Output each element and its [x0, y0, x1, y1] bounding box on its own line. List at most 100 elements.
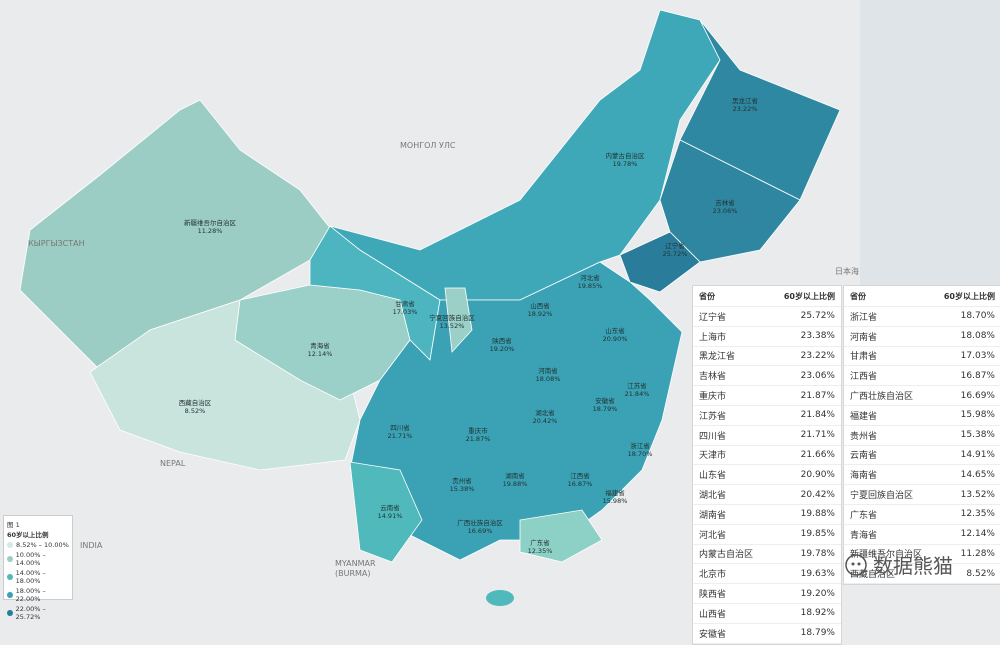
legend-swatch [7, 574, 13, 580]
table-row: 吉林省 23.06% [693, 366, 841, 387]
basemap-label: МОНГОЛ УЛС [400, 141, 456, 150]
table-cell: 23.22% [800, 350, 835, 361]
liaoning [619, 231, 701, 293]
basemap-label: INDIA [80, 541, 103, 550]
table-cell: 13.52% [960, 489, 995, 500]
legend-label: 18.00% – 22.00% [15, 587, 46, 603]
tibet [89, 299, 361, 471]
province-value: 12.35% [528, 547, 553, 555]
table-cell: 陕西省 [699, 590, 727, 601]
table-cell: 25.72% [800, 311, 835, 322]
table-cell: 青海省 [850, 530, 878, 541]
legend-label: 10.00% – 14.00% [15, 551, 46, 567]
table-cell: 20.90% [800, 469, 835, 480]
province-value: 16.87% [568, 480, 593, 488]
table-cell: 天津市 [699, 451, 727, 462]
province-name: 西藏自治区 [179, 398, 212, 407]
province-name: 黑龙江省 [732, 96, 759, 105]
jilin [659, 139, 801, 263]
table-cell: 西藏自治区 [850, 570, 896, 581]
table-cell: 甘肃省 [850, 352, 878, 363]
table-cell: 21.71% [800, 430, 835, 441]
table-cell: 四川省 [699, 431, 727, 442]
yunnan [349, 461, 423, 563]
province-name: 湖北省 [535, 408, 555, 417]
province-name: 广西壮族自治区 [457, 518, 503, 527]
guangdong [519, 509, 603, 563]
table-row: 青海省 12.14% [844, 525, 1000, 545]
table-cell: 辽宁省 [699, 312, 727, 323]
table-cell: 17.03% [960, 350, 995, 361]
table-row: 河北省 19.85% [693, 525, 841, 545]
table-cell: 18.79% [800, 628, 835, 639]
province-value: 20.42% [533, 417, 558, 425]
table-row: 内蒙古自治区 19.78% [693, 545, 841, 565]
province-value: 18.79% [593, 405, 618, 413]
table-cell: 湖南省 [699, 510, 727, 521]
legend-label: 22.00% – 25.72% [15, 605, 46, 621]
table-row: 海南省 14.65% [844, 465, 1000, 486]
table-cell: 14.91% [960, 449, 995, 460]
province-name: 重庆市 [468, 426, 488, 435]
table-cell: 18.08% [960, 331, 995, 342]
legend-subtitle: 60岁以上比例 [7, 531, 49, 539]
province-value: 23.22% [733, 105, 758, 113]
legend: 图 1 60岁以上比例 8.52% – 10.00% 10.00% – 14.00… [3, 515, 73, 621]
table-cell: 广西壮族自治区 [850, 392, 914, 403]
table-cell: 21.84% [800, 410, 835, 421]
table-row: 安徽省 18.79% [693, 624, 841, 644]
table-cell: 河北省 [699, 530, 727, 541]
province-value: 17.03% [393, 308, 418, 316]
table-cell: 湖北省 [699, 491, 727, 502]
province-value: 11.28% [198, 227, 223, 235]
province-value: 19.88% [503, 480, 528, 488]
table-row: 天津市 21.66% [693, 446, 841, 466]
legend-swatch [7, 592, 13, 598]
basemap-label: (BURMA) [335, 569, 371, 578]
province-name: 江苏省 [627, 381, 647, 390]
table-left: 省份 60岁以上比例 辽宁省 25.72% 上海市 23.38% 黑龙江省 23.22% 吉林省… [692, 285, 842, 645]
table-cell: 山东省 [699, 471, 727, 482]
table-cell: 内蒙古自治区 [699, 550, 754, 561]
table-cell: 16.69% [960, 390, 995, 401]
province-value: 18.70% [628, 450, 653, 458]
province-name: 云南省 [380, 503, 400, 512]
table-cell: 18.92% [800, 608, 835, 619]
header-cell: 省份 [699, 291, 715, 301]
province-name: 江西省 [570, 471, 590, 480]
province-value: 23.06% [713, 207, 738, 215]
legend-item: 8.52% – 10.00% [7, 541, 69, 549]
table-cell: 河南省 [850, 332, 878, 343]
table-row: 辽宁省 25.72% [693, 307, 841, 327]
table-header: 省份 60岁以上比例 [844, 286, 1000, 307]
province-value: 21.87% [466, 435, 491, 443]
legend-item: 14.00% – 18.00% [7, 569, 69, 585]
legend-items: 8.52% – 10.00% 10.00% – 14.00% 14.00% – 18… [7, 541, 69, 621]
province-name: 福建省 [605, 488, 625, 497]
legend-swatch [7, 542, 13, 548]
province-name: 新疆维吾尔自治区 [184, 218, 237, 227]
table-cell: 新疆维吾尔自治区 [850, 550, 923, 561]
table-cell: 广东省 [850, 510, 878, 521]
table-cell: 云南省 [850, 451, 878, 462]
table-cell: 19.63% [800, 568, 835, 579]
table-row: 西藏自治区 8.52% [844, 564, 1000, 585]
province-name: 吉林省 [715, 198, 735, 207]
legend-label: 8.52% – 10.00% [16, 541, 69, 549]
legend-item: 22.00% – 25.72% [7, 605, 69, 621]
province-value: 8.52% [185, 407, 206, 415]
table-row: 山西省 18.92% [693, 604, 841, 624]
table-cell: 23.06% [800, 370, 835, 381]
table-cell: 12.35% [960, 509, 995, 520]
hainan [486, 590, 514, 606]
table-row: 贵州省 15.38% [844, 426, 1000, 446]
table-row: 广东省 12.35% [844, 505, 1000, 525]
table-cell: 山西省 [699, 609, 727, 620]
header-cell: 60岁以上比例 [943, 291, 995, 301]
table-cell: 江西省 [850, 372, 878, 383]
province-value: 18.08% [536, 375, 561, 383]
table-cell: 安徽省 [699, 629, 727, 640]
table-cell: 黑龙江省 [699, 352, 736, 363]
province-name: 甘肃省 [395, 299, 415, 308]
table-cell: 贵州省 [850, 431, 878, 442]
